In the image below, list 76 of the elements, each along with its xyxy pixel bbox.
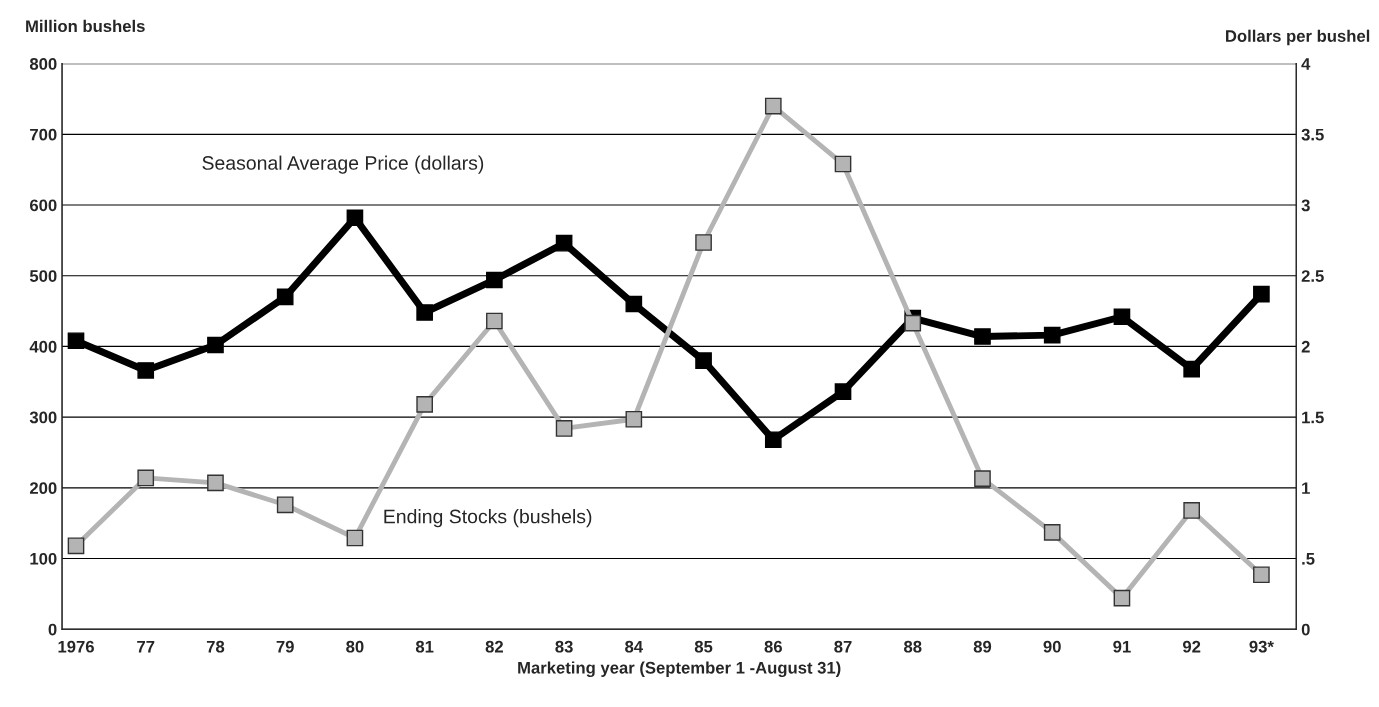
- x-tick-label: 80: [346, 640, 364, 653]
- y-tick-label: 500: [29, 270, 57, 282]
- x-tick-label: 81: [415, 640, 434, 653]
- x-tick-label: 88: [904, 640, 922, 653]
- point: [346, 209, 364, 227]
- point: [1253, 566, 1270, 584]
- x-axis-title: Marketing year (September 1 -August 31): [518, 661, 841, 678]
- point: [974, 328, 991, 345]
- point: [764, 97, 782, 115]
- point: [904, 314, 922, 332]
- point: [1113, 589, 1131, 607]
- point: [416, 304, 433, 321]
- y2-tick-label: 3.5: [1301, 128, 1324, 141]
- point: [1043, 524, 1061, 541]
- x-tick-label: 83: [555, 640, 573, 653]
- point: [555, 234, 573, 252]
- point: [764, 431, 782, 449]
- point: [416, 396, 433, 413]
- point: [695, 234, 712, 251]
- y2-tick-label: 1: [1302, 482, 1310, 494]
- point: [1183, 360, 1201, 378]
- y2-tick-label: 4: [1301, 58, 1311, 70]
- y2-tick-label: 3: [1301, 199, 1310, 212]
- y2-tick-label: 2.5: [1301, 270, 1324, 282]
- y2-tick-label: .5: [1302, 553, 1315, 565]
- y2-axis-title: Dollars per bushel: [1226, 29, 1370, 46]
- point: [67, 332, 85, 350]
- x-tick-label: 89: [973, 640, 992, 653]
- point: [555, 420, 573, 437]
- y-tick-label: 800: [29, 58, 57, 70]
- point: [1253, 285, 1270, 303]
- y2-tick-label: 1.5: [1302, 411, 1324, 424]
- point: [207, 474, 224, 492]
- y-tick-label: 700: [30, 128, 57, 141]
- point: [1043, 326, 1061, 344]
- x-tick-label: 91: [1113, 640, 1131, 653]
- x-tick-label: 78: [206, 640, 225, 653]
- point: [137, 362, 155, 379]
- point: [486, 271, 503, 289]
- x-tick-label: 90: [1043, 640, 1061, 653]
- x-tick-label: 79: [276, 640, 294, 653]
- y-axis-title: Million bushels: [26, 19, 145, 33]
- point: [625, 295, 643, 313]
- series-label: Ending Stocks (bushels): [384, 509, 592, 528]
- point: [1183, 502, 1201, 519]
- point: [834, 155, 852, 173]
- x-tick-label: 86: [764, 640, 782, 653]
- y-tick-label: 400: [29, 340, 57, 353]
- x-tick-label: 92: [1182, 640, 1201, 653]
- point: [486, 312, 503, 330]
- point: [695, 352, 712, 369]
- point: [346, 529, 364, 547]
- x-tick-label: 1976: [58, 640, 94, 653]
- y-tick-label: 100: [30, 552, 57, 565]
- y-tick-label: 200: [29, 482, 57, 495]
- y-tick-label: 300: [29, 411, 57, 424]
- x-tick-label: 82: [485, 640, 503, 653]
- point: [276, 288, 294, 306]
- point: [207, 336, 224, 354]
- point: [67, 537, 85, 555]
- x-tick-label: 84: [625, 640, 644, 653]
- point: [1113, 308, 1131, 326]
- point: [974, 470, 991, 487]
- x-tick-label: 85: [694, 640, 713, 653]
- y2-tick-label: 2: [1301, 340, 1310, 353]
- y2-tick-label: 0: [1301, 623, 1310, 636]
- point: [625, 410, 643, 428]
- x-tick-label: 87: [834, 640, 852, 653]
- y-tick-label: 0: [48, 623, 57, 636]
- point: [834, 383, 852, 401]
- y-tick-label: 600: [30, 199, 57, 212]
- x-tick-label: 77: [137, 640, 155, 653]
- text: Seasonal Average Price (dollars): [202, 155, 484, 174]
- point: [137, 469, 155, 487]
- x-tick-label: 93*: [1249, 640, 1274, 653]
- point: [276, 496, 294, 514]
